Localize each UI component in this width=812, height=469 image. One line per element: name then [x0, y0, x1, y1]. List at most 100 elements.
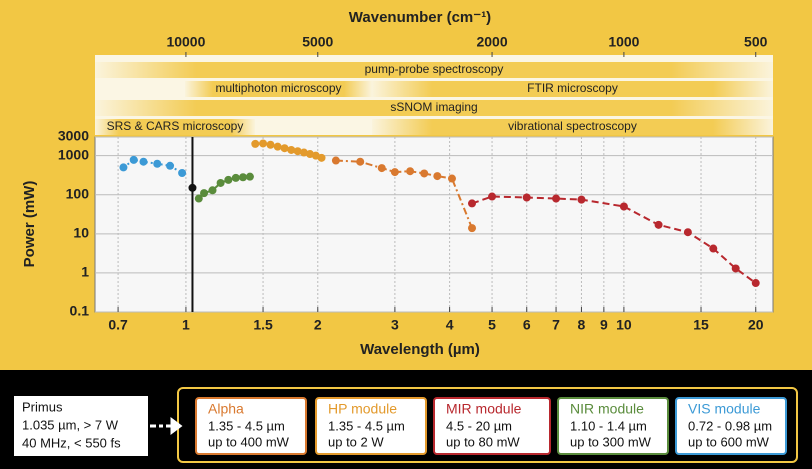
arrow-icon [150, 417, 183, 435]
data-point [406, 167, 415, 176]
legend-range: 1.10 - 1.4 µm [570, 418, 647, 433]
x-tick-label: 10 [616, 317, 632, 333]
x-tick-label: 1 [182, 317, 190, 333]
data-point [447, 174, 456, 183]
application-bar [95, 119, 255, 135]
data-point [166, 161, 175, 170]
data-point [129, 155, 138, 164]
series-line [471, 195, 757, 284]
data-point [377, 164, 386, 173]
x-tick-label: 2 [314, 317, 322, 333]
data-point [683, 228, 692, 237]
y-tick-label: 0.1 [70, 303, 90, 319]
source-spec: 40 MHz, < 550 fs [22, 435, 121, 450]
data-point [619, 202, 628, 211]
source-spec: 1.035 µm, > 7 W [22, 417, 119, 432]
legend-box [557, 397, 669, 455]
y-tick-label: 10 [73, 225, 89, 241]
data-point [273, 142, 282, 151]
legend-range: 1.35 - 4.5 µm [208, 418, 285, 433]
application-label: FTIR microscopy [527, 81, 618, 95]
data-point [356, 157, 365, 166]
source-name: Primus [22, 399, 63, 414]
x2-tick-label: 2000 [476, 34, 507, 50]
data-point [266, 140, 275, 149]
data-point [194, 194, 203, 203]
x-tick-label: 7 [552, 317, 560, 333]
x2-tick-label: 5000 [302, 34, 333, 50]
data-point [245, 172, 254, 181]
data-point [153, 159, 162, 168]
data-point [224, 175, 233, 184]
y-tick-label: 3000 [58, 128, 89, 144]
legend-power: up to 600 mW [688, 434, 770, 449]
x2-tick-label: 10000 [166, 34, 205, 50]
data-point [488, 192, 497, 201]
x2-tick-label: 500 [744, 34, 768, 50]
data-point [216, 178, 225, 187]
data-point [200, 189, 209, 198]
x2-axis-title: Wavenumber (cm⁻¹) [349, 9, 491, 26]
data-point [317, 153, 326, 162]
data-point [231, 173, 240, 182]
application-bar [372, 119, 773, 135]
x2-tick-label: 1000 [608, 34, 639, 50]
legend-box [315, 397, 427, 455]
data-point [119, 163, 128, 172]
x-tick-label: 8 [578, 317, 586, 333]
data-point [239, 173, 248, 182]
application-bar [95, 100, 773, 116]
data-point [654, 220, 663, 229]
y-axis-title: Power (mW) [21, 181, 38, 268]
legend-power: up to 80 mW [446, 434, 520, 449]
plot-area [94, 136, 774, 313]
data-point [287, 145, 296, 154]
legend-power: up to 400 mW [208, 434, 290, 449]
source-box [14, 396, 148, 456]
y-tick-label: 1000 [58, 146, 89, 162]
legend-name: VIS module [688, 401, 761, 417]
application-bar [372, 81, 773, 97]
x-axis-title: Wavelength (µm) [360, 341, 480, 358]
legend-power: up to 300 mW [570, 434, 652, 449]
data-point [552, 194, 561, 203]
data-point [331, 156, 340, 165]
legend-box [675, 397, 787, 455]
x-tick-label: 9 [600, 317, 608, 333]
data-point [468, 224, 477, 233]
legend-name: Alpha [208, 401, 244, 417]
legend-power: up to 2 W [328, 434, 384, 449]
application-label: sSNOM imaging [390, 100, 477, 114]
legend-range: 0.72 - 0.98 µm [688, 418, 772, 433]
data-point [577, 195, 586, 204]
legend-box [433, 397, 551, 455]
legend-range: 1.35 - 4.5 µm [328, 418, 405, 433]
data-point [390, 168, 399, 177]
x-tick-label: 1.5 [253, 317, 273, 333]
x-tick-label: 4 [446, 317, 454, 333]
application-label: multiphoton microscopy [215, 81, 341, 95]
x-tick-label: 5 [488, 317, 496, 333]
legend-name: HP module [328, 401, 397, 417]
application-label: pump-probe spectroscopy [365, 62, 504, 76]
legend-name: MIR module [446, 401, 522, 417]
data-point [709, 244, 718, 253]
legend-box [195, 397, 307, 455]
y-tick-label: 100 [66, 185, 90, 201]
data-point [139, 157, 148, 166]
data-point [522, 193, 531, 202]
data-point [468, 199, 477, 208]
legend-name: NIR module [570, 401, 644, 417]
application-label: SRS & CARS microscopy [107, 119, 244, 133]
y-tick-label: 1 [81, 264, 89, 280]
data-point [293, 147, 302, 156]
x-tick-label: 20 [748, 317, 764, 333]
x-tick-label: 3 [391, 317, 399, 333]
data-point [420, 169, 429, 178]
data-point [188, 183, 197, 192]
data-point [299, 148, 308, 157]
x-tick-label: 0.7 [108, 317, 128, 333]
x-tick-label: 15 [693, 317, 709, 333]
legend-range: 4.5 - 20 µm [446, 418, 512, 433]
